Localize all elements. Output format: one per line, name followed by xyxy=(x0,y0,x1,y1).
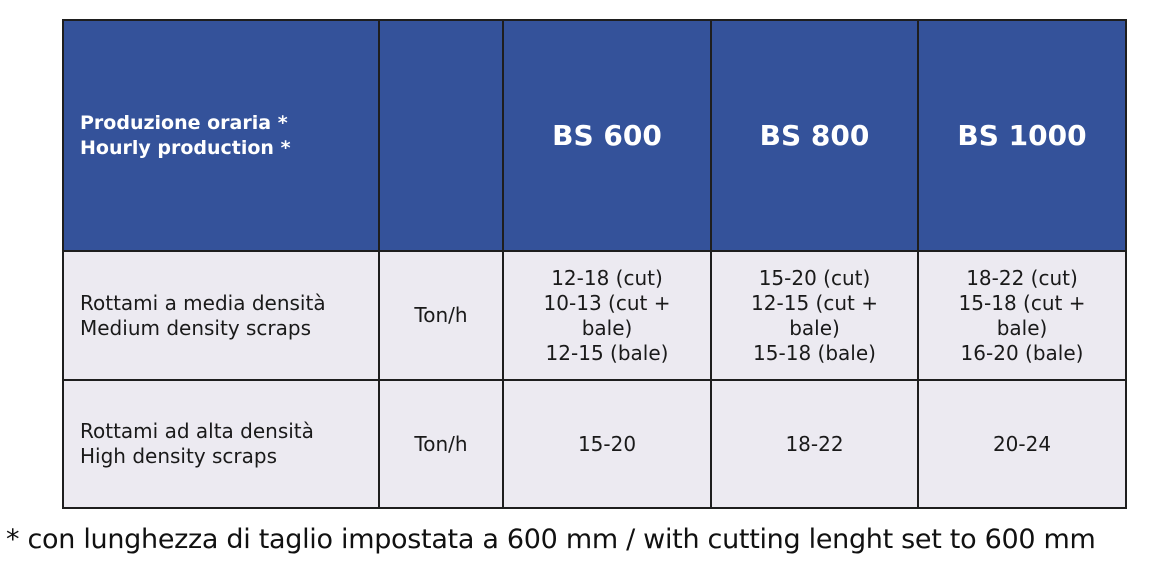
value-line: 12-15 (bale) xyxy=(545,340,669,365)
value-line: 12-18 (cut) xyxy=(551,265,663,290)
table-header-row: Produzione oraria * Hourly production * … xyxy=(62,19,1127,252)
row-unit: Ton/h xyxy=(378,250,504,381)
table-row-medium-density: Rottami a media densità Medium density s… xyxy=(62,250,1127,381)
footnote: * con lunghezza di taglio impostata a 60… xyxy=(6,524,1096,555)
header-label-en: Hourly production * xyxy=(80,136,291,159)
value-cell-bs800: 18-22 xyxy=(710,379,919,509)
header-model-bs600: BS 600 xyxy=(502,19,712,252)
row-label-it: Rottami ad alta densità xyxy=(80,419,314,443)
value-line: 16-20 (bale) xyxy=(960,340,1084,365)
value-cell-bs1000: 20-24 xyxy=(917,379,1127,509)
row-unit: Ton/h xyxy=(378,379,504,509)
row-label-en: Medium density scraps xyxy=(80,315,312,340)
value-line: bale) xyxy=(789,315,840,340)
header-model-bs1000: BS 1000 xyxy=(917,19,1127,252)
value-line: 12-15 (cut + xyxy=(751,290,878,315)
value-cell-bs600: 12-18 (cut) 10-13 (cut + bale) 12-15 (ba… xyxy=(502,250,712,381)
row-label-cell: Rottami a media densità Medium density s… xyxy=(62,250,380,381)
header-unit-cell xyxy=(378,19,504,252)
value-cell-bs800: 15-20 (cut) 12-15 (cut + bale) 15-18 (ba… xyxy=(710,250,919,381)
header-label-cell: Produzione oraria * Hourly production * xyxy=(62,19,380,252)
row-label-it: Rottami a media densità xyxy=(80,290,326,315)
value-line: bale) xyxy=(581,315,633,340)
table-row-high-density: Rottami ad alta densità High density scr… xyxy=(62,379,1127,509)
value-line: 10-13 (cut + xyxy=(543,290,671,315)
row-label-cell: Rottami ad alta densità High density scr… xyxy=(62,379,380,509)
value-line: 18-22 (cut) xyxy=(966,265,1078,290)
value-cell-bs1000: 18-22 (cut) 15-18 (cut + bale) 16-20 (ba… xyxy=(917,250,1127,381)
value-line: bale) xyxy=(996,315,1048,340)
header-model-bs800: BS 800 xyxy=(710,19,919,252)
value-line: 15-18 (cut + xyxy=(958,290,1086,315)
header-label-it: Produzione oraria * xyxy=(80,111,288,134)
value-cell-bs600: 15-20 xyxy=(502,379,712,509)
production-table: Produzione oraria * Hourly production * … xyxy=(62,19,1127,509)
row-label-en: High density scraps xyxy=(80,444,278,468)
value-line: 15-18 (bale) xyxy=(753,340,876,365)
value-line: 15-20 (cut) xyxy=(758,265,871,290)
